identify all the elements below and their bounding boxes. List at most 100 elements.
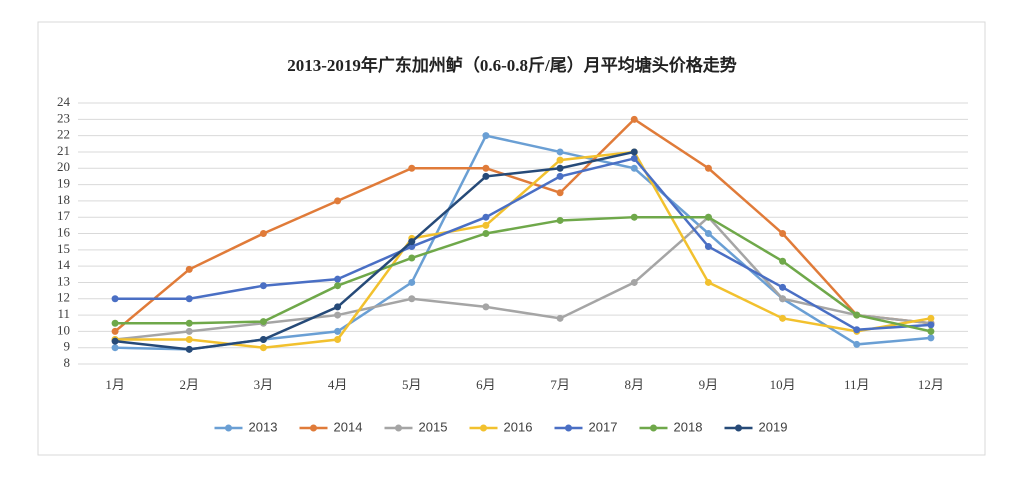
data-point: [704, 230, 712, 237]
series-line: [115, 150, 932, 349]
data-point: [704, 278, 712, 286]
legend-label: 2015: [419, 419, 448, 434]
data-point: [111, 344, 119, 352]
x-tick-label: 7月: [550, 377, 570, 392]
data-point: [556, 164, 564, 172]
data-point: [334, 303, 342, 311]
y-tick-label: 22: [57, 127, 70, 142]
data-point: [408, 238, 416, 246]
data-point: [704, 213, 712, 221]
data-point: [630, 164, 638, 172]
legend-marker: [735, 424, 742, 432]
data-point: [111, 327, 119, 335]
data-point: [704, 243, 712, 251]
y-tick-label: 15: [57, 241, 70, 256]
data-point: [779, 230, 787, 237]
legend-label: 2016: [504, 419, 533, 434]
data-point: [408, 278, 416, 286]
legend-label: 2014: [334, 419, 363, 434]
x-tick-label: 2月: [179, 377, 199, 392]
data-point: [482, 221, 490, 229]
data-point: [185, 265, 193, 273]
legend-marker: [395, 424, 402, 432]
y-tick-label: 11: [57, 306, 70, 321]
data-point: [185, 295, 193, 303]
data-point: [185, 327, 193, 335]
legend-marker: [480, 424, 487, 432]
x-tick-label: 8月: [624, 377, 644, 392]
y-tick-label: 18: [57, 192, 70, 207]
y-tick-label: 10: [57, 322, 70, 337]
data-point: [482, 303, 490, 311]
data-point: [185, 336, 193, 344]
data-point: [482, 132, 490, 140]
data-point: [259, 282, 267, 290]
legend-marker: [225, 424, 232, 432]
data-point: [927, 314, 935, 322]
data-point: [334, 327, 342, 335]
data-point: [556, 314, 564, 322]
y-tick-label: 20: [57, 159, 70, 174]
series-line: [115, 215, 932, 333]
data-point: [259, 344, 267, 352]
x-tick-label: 1月: [105, 377, 125, 392]
legend-marker: [650, 424, 657, 432]
data-point: [334, 311, 342, 319]
data-point: [482, 230, 490, 237]
data-point: [111, 337, 119, 345]
y-tick-label: 21: [57, 143, 70, 158]
data-point: [927, 327, 935, 335]
legend-label: 2019: [759, 419, 788, 434]
data-point: [853, 311, 861, 319]
y-tick-label: 19: [57, 176, 70, 191]
data-point: [556, 189, 564, 197]
y-tick-label: 13: [57, 273, 70, 288]
y-tick-label: 17: [57, 208, 71, 223]
legend-marker: [310, 424, 317, 432]
data-point: [779, 283, 787, 291]
series-line: [114, 215, 932, 341]
data-point: [630, 278, 638, 286]
data-point: [704, 164, 712, 172]
data-point: [556, 156, 564, 164]
x-tick-label: 10月: [770, 377, 796, 392]
x-tick-label: 6月: [476, 377, 496, 392]
data-point: [779, 257, 787, 265]
data-point: [111, 319, 119, 327]
y-tick-label: 14: [57, 257, 71, 272]
data-point: [556, 216, 564, 224]
legend-label: 2013: [249, 419, 278, 434]
y-tick-label: 24: [57, 94, 71, 109]
data-point: [408, 295, 416, 303]
data-point: [482, 172, 490, 180]
data-point: [853, 340, 861, 348]
y-tick-label: 12: [57, 290, 70, 305]
data-point: [630, 154, 638, 162]
y-tick-label: 16: [57, 224, 71, 239]
x-tick-label: 11月: [844, 377, 870, 392]
data-point: [779, 295, 787, 303]
series-line: [114, 150, 635, 351]
x-tick-label: 4月: [328, 377, 348, 392]
data-point: [408, 254, 416, 262]
data-point: [259, 230, 267, 237]
data-point: [630, 148, 638, 156]
y-tick-label: 9: [64, 339, 71, 354]
data-point: [185, 319, 193, 327]
data-point: [556, 172, 564, 180]
data-point: [482, 213, 490, 221]
data-point: [927, 321, 935, 329]
legend-label: 2017: [589, 419, 618, 434]
series-line: [115, 157, 931, 332]
data-point: [482, 164, 490, 172]
x-tick-label: 9月: [699, 377, 719, 392]
data-point: [185, 345, 193, 353]
data-point: [408, 164, 416, 172]
data-point: [927, 334, 935, 342]
data-point: [111, 295, 119, 303]
data-point: [259, 318, 267, 326]
legend-marker: [565, 424, 572, 432]
series-line: [114, 117, 932, 333]
y-tick-label: 23: [57, 110, 70, 125]
data-point: [630, 115, 638, 123]
